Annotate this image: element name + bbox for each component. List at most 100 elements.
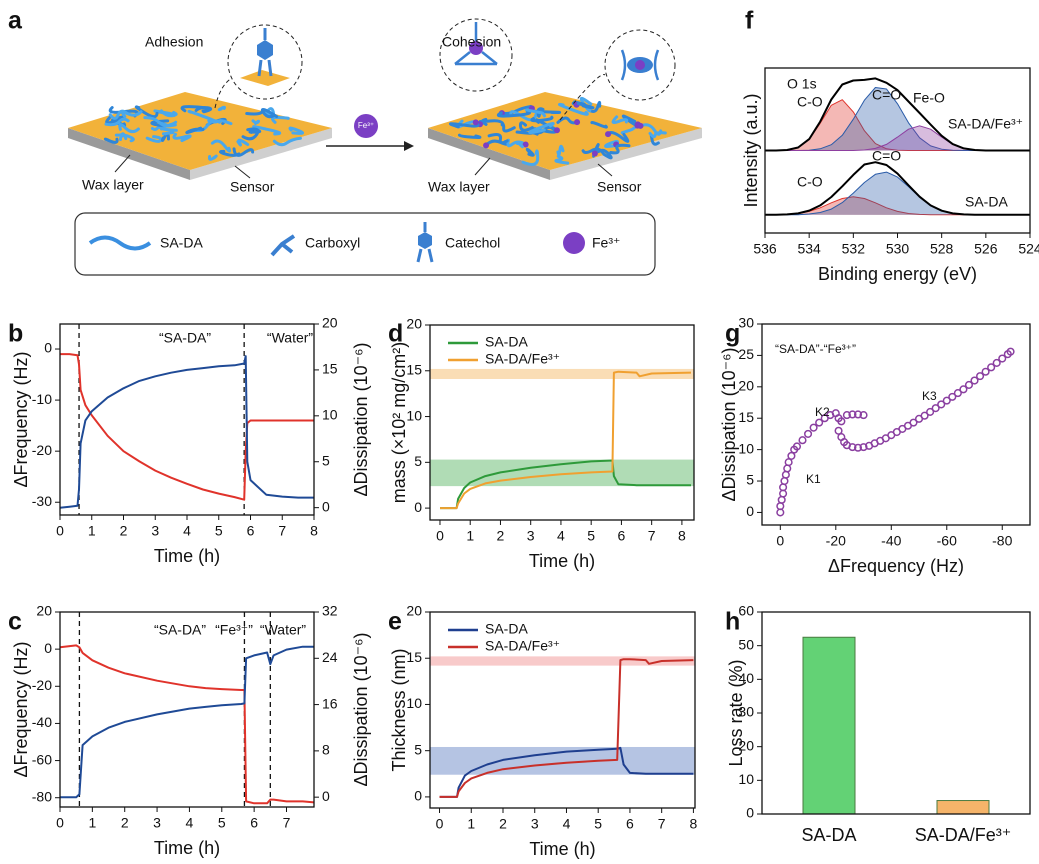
y-tick-label: 20 [406, 316, 422, 332]
x-tick-label: 4 [563, 816, 571, 832]
polymer-chain [263, 107, 276, 118]
annotation: C=O [872, 87, 901, 103]
x-tick-label: 8 [310, 523, 318, 539]
x-tick-label: 534 [797, 241, 821, 257]
legend-text: Catechol [445, 235, 500, 251]
bar [802, 636, 856, 815]
polymer-chain [581, 147, 605, 155]
annotation: “SA-DA” [159, 330, 211, 346]
ion-dot [483, 142, 490, 149]
x-tick-label: 3 [151, 523, 159, 539]
legend-text: SA-DA/Fe³⁺ [485, 638, 560, 654]
x-tick-label: 5 [587, 528, 595, 544]
point [834, 426, 843, 435]
point [848, 443, 857, 452]
polymer-chain [145, 135, 163, 143]
y2-axis-label: ΔDissipation (10⁻⁶) [351, 343, 371, 497]
polymer-chain [638, 123, 663, 136]
x-tick-label: 1 [466, 528, 474, 544]
x-tick-label: 530 [886, 241, 910, 257]
legend-icon [88, 235, 152, 251]
annotation: K2 [815, 405, 830, 419]
legend-box [74, 212, 656, 276]
platform-side [428, 128, 550, 180]
polymer-chain [500, 123, 516, 133]
legend-icon [418, 232, 432, 249]
x-tick-label: 528 [930, 241, 954, 257]
legend-icon [563, 232, 585, 254]
polymer-chain [134, 105, 159, 119]
y-tick-label: 0 [44, 640, 52, 656]
y-axis-label: Thickness (nm) [389, 648, 409, 771]
y-tick-label: 50 [738, 636, 754, 652]
polymer-chain [236, 138, 250, 147]
label: Wax layer [428, 179, 490, 195]
point [953, 389, 962, 398]
y-tick-label: 30 [738, 704, 754, 720]
polymer-chain [210, 139, 232, 153]
y-tick-label: 0 [746, 805, 754, 821]
x-tick-label: 8 [690, 816, 698, 832]
catechol-icon [257, 40, 273, 60]
y-tick-label: -10 [32, 391, 52, 407]
plot-frame [59, 323, 315, 516]
peak-fill [765, 125, 1030, 151]
x-tick-label: 2 [497, 528, 505, 544]
peak-fill [765, 99, 1030, 151]
x-tick-label: 536 [753, 241, 777, 257]
polymer-chain [586, 100, 602, 113]
y2-tick-label: 8 [322, 742, 330, 758]
x-tick-label: 6 [626, 816, 634, 832]
annotation: “Water” [267, 330, 313, 346]
point [948, 392, 957, 401]
point [809, 423, 818, 432]
zoom-ion [635, 60, 645, 70]
zoom-circle [227, 24, 303, 100]
y2-tick-label: 0 [322, 788, 330, 804]
bar [936, 800, 990, 815]
point [783, 464, 792, 473]
annotation: K1 [806, 472, 821, 486]
point [909, 418, 918, 427]
platform-top [428, 92, 702, 170]
label: Sensor [597, 179, 642, 195]
x-tick-label: 4 [183, 523, 191, 539]
polymer-chain [524, 108, 547, 118]
polymer-chain [487, 133, 509, 145]
y-tick-label: 10 [406, 407, 422, 423]
polymer-chain [114, 132, 128, 141]
y2-axis-label: ΔDissipation (10⁻⁶) [351, 633, 371, 787]
polymer-chain [159, 109, 176, 118]
band [430, 368, 694, 380]
legend-text: SA-DA [160, 235, 203, 251]
y-tick-label: 30 [738, 315, 754, 331]
plot-frame [761, 323, 1031, 526]
point [859, 411, 868, 420]
x-tick-label: 5 [594, 816, 602, 832]
point [784, 458, 793, 467]
x-tick-label: 526 [974, 241, 998, 257]
x-tick-label: -80 [992, 533, 1012, 549]
y-tick-label: 10 [738, 771, 754, 787]
panel-label: g [725, 320, 740, 348]
polymer-chain [609, 143, 631, 155]
y2-tick-label: 15 [322, 361, 338, 377]
x-tick-label: 0 [56, 523, 64, 539]
leader [114, 154, 131, 173]
polymer-chain [518, 121, 534, 132]
data-line [60, 645, 314, 799]
leader [597, 163, 613, 177]
band [430, 656, 695, 666]
y-axis-label: Intensity (a.u.) [741, 93, 761, 207]
x-axis-label: Time (h) [154, 546, 220, 566]
y2-tick-label: 5 [322, 452, 330, 468]
y2-tick-label: 0 [322, 498, 330, 514]
x-tick-label: 7 [658, 816, 666, 832]
point [798, 436, 807, 445]
y-tick-label: 0 [414, 788, 422, 804]
y2-tick-label: 10 [322, 407, 338, 423]
point [976, 372, 985, 381]
ion-dot [637, 122, 644, 129]
legend-icon [270, 234, 296, 257]
polymer-chain [590, 120, 608, 129]
